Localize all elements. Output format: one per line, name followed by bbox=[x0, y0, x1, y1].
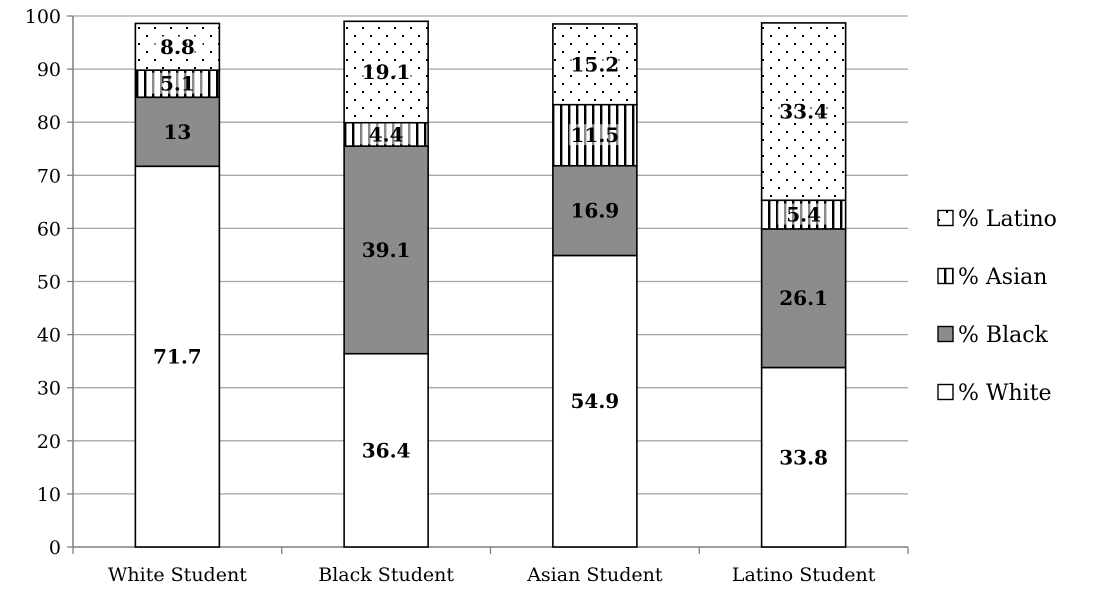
y-tick-label-0: 0 bbox=[49, 537, 61, 559]
data-label-black-student-white: 36.4 bbox=[362, 438, 411, 462]
data-label-backdrop bbox=[568, 53, 621, 75]
legend-item-black: % Black bbox=[937, 323, 1049, 348]
y-tick-label-90: 90 bbox=[37, 59, 61, 81]
bar-asian-student-black bbox=[552, 164, 638, 257]
data-label-black-student-asian: 4.4 bbox=[369, 122, 404, 146]
legend-item-white: % White bbox=[937, 381, 1052, 406]
data-label-backdrop bbox=[360, 123, 413, 145]
legend-swatch-white bbox=[937, 383, 954, 401]
data-label-backdrop bbox=[568, 124, 621, 146]
data-label-white-student-white: 71.7 bbox=[153, 345, 202, 369]
y-tick-label-50: 50 bbox=[37, 272, 61, 294]
legend-label-latino: % Latino bbox=[958, 207, 1057, 232]
legend: % Latino % Asian % Black % White bbox=[937, 207, 1057, 406]
legend-item-latino: % Latino bbox=[937, 207, 1057, 232]
data-label-latino-student-latino: 33.4 bbox=[779, 100, 828, 124]
legend-swatch-latino bbox=[937, 209, 954, 227]
y-tick-label-40: 40 bbox=[37, 325, 61, 347]
data-label-backdrop bbox=[777, 100, 830, 122]
data-label-backdrop bbox=[151, 35, 204, 57]
bar-asian-student-white bbox=[552, 254, 638, 548]
y-tick-label-20: 20 bbox=[37, 431, 61, 453]
legend-label-black: % Black bbox=[958, 323, 1049, 348]
bars bbox=[134, 20, 847, 548]
data-label-backdrop bbox=[777, 203, 830, 225]
x-category-label-latino-student: Latino Student bbox=[732, 564, 876, 586]
y-tick-label-60: 60 bbox=[37, 218, 61, 240]
data-label-backdrop bbox=[360, 61, 413, 83]
y-tick-label-70: 70 bbox=[37, 165, 61, 187]
bar-white-student-latino bbox=[134, 22, 221, 71]
y-tick-label-80: 80 bbox=[37, 112, 61, 134]
bar-black-student-black bbox=[343, 145, 429, 355]
x-category-label-white-student: White Student bbox=[108, 564, 247, 586]
data-label-backdrop bbox=[151, 72, 204, 94]
legend-swatch-asian bbox=[937, 267, 954, 285]
bar-latino-student-black bbox=[760, 228, 847, 369]
legend-label-asian: % Asian bbox=[958, 265, 1047, 290]
data-label-latino-student-asian: 5.4 bbox=[786, 203, 821, 227]
data-labels: 71.7 13 5.1 8.8 36.4 39.1 4.4 19.1 54.9 16.9 11.5 1… bbox=[151, 35, 830, 469]
bar-white-student-white bbox=[134, 165, 221, 548]
y-tick-label-100: 100 bbox=[25, 6, 61, 28]
axes: 0 10 20 30 40 50 60 70 80 90 100 White Student Black… bbox=[25, 6, 909, 586]
data-label-asian-student-asian: 11.5 bbox=[571, 123, 620, 147]
data-label-white-student-latino: 8.8 bbox=[160, 35, 195, 59]
y-tick-label-30: 30 bbox=[37, 378, 61, 400]
data-label-black-student-black: 39.1 bbox=[362, 238, 411, 262]
data-label-latino-student-white: 33.8 bbox=[779, 445, 828, 469]
data-label-asian-student-latino: 15.2 bbox=[571, 52, 620, 76]
legend-item-asian: % Asian bbox=[937, 265, 1047, 290]
data-label-black-student-latino: 19.1 bbox=[362, 60, 411, 84]
data-label-asian-student-white: 54.9 bbox=[571, 389, 620, 413]
data-label-asian-student-black: 16.9 bbox=[571, 199, 620, 223]
x-category-label-asian-student: Asian Student bbox=[526, 564, 663, 586]
data-label-white-student-asian: 5.1 bbox=[160, 72, 195, 96]
data-label-white-student-black: 13 bbox=[163, 120, 191, 144]
legend-swatch-black bbox=[937, 325, 954, 343]
data-label-latino-student-black: 26.1 bbox=[779, 286, 828, 310]
legend-label-white: % White bbox=[958, 381, 1052, 406]
x-category-label-black-student: Black Student bbox=[318, 564, 454, 586]
bar-black-student-white bbox=[343, 352, 429, 548]
y-tick-label-10: 10 bbox=[37, 484, 61, 506]
bar-white-student-black bbox=[134, 96, 221, 168]
bar-latino-student-white bbox=[760, 366, 847, 548]
